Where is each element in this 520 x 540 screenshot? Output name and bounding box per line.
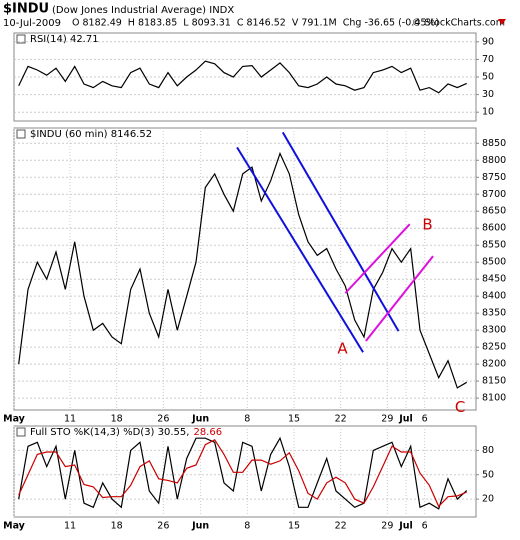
y-tick-label: 8650 xyxy=(482,206,506,217)
panel-label: $INDU (60 min) 8146.52 xyxy=(30,129,152,140)
panel-icon xyxy=(16,129,26,139)
x-tick-label: 8 xyxy=(244,414,250,425)
symbol-name: (Dow Jones Industrial Average) INDX xyxy=(52,5,234,16)
y-tick-label: 8550 xyxy=(482,240,506,251)
panel-label-extra: 28.66 xyxy=(193,427,222,438)
trendline xyxy=(236,146,364,353)
series-line xyxy=(18,151,468,389)
y-tick-label: 8600 xyxy=(482,223,506,234)
panel-label: RSI(14) 42.71 xyxy=(30,34,99,45)
trendline xyxy=(365,255,434,342)
y-tick-label: 8350 xyxy=(482,308,506,319)
y-tick-label: 8450 xyxy=(482,274,506,285)
quote-field: C 8146.52 xyxy=(237,18,286,29)
x-tick-label: Jul xyxy=(398,521,413,532)
panel-label: Full STO %K(14,3) %D(3) 30.55, xyxy=(30,427,189,438)
x-tick-label: 18 xyxy=(111,521,123,532)
x-tick-label: 29 xyxy=(381,521,393,532)
x-tick-label: 26 xyxy=(157,414,169,425)
quote-field: H 8183.85 xyxy=(128,18,177,29)
credit: © StockCharts.com xyxy=(412,18,505,29)
series-line xyxy=(18,60,467,94)
date: 10-Jul-2009 xyxy=(3,18,61,29)
trendline xyxy=(281,131,400,332)
quote-field: L 8093.31 xyxy=(183,18,231,29)
trendline xyxy=(344,223,411,294)
annotation: B xyxy=(422,216,432,234)
x-tick-label: Jun xyxy=(191,521,209,532)
x-tick-label: 18 xyxy=(111,414,123,425)
y-tick-label: 50 xyxy=(482,469,494,480)
x-tick-label: May xyxy=(3,521,26,532)
panel-icon xyxy=(16,427,26,437)
y-tick-label: 20 xyxy=(482,494,494,505)
y-tick-label: 8500 xyxy=(482,257,506,268)
y-tick-label: 30 xyxy=(482,89,494,100)
x-tick-label: Jun xyxy=(191,414,209,425)
series-line xyxy=(18,439,467,508)
y-tick-label: 8850 xyxy=(482,138,506,149)
x-tick-label: 22 xyxy=(335,414,347,425)
x-tick-label: 26 xyxy=(157,521,169,532)
panel-frame xyxy=(13,425,477,518)
y-tick-label: 70 xyxy=(482,54,494,65)
annotation: A xyxy=(337,340,348,358)
x-tick-label: Jul xyxy=(398,414,413,425)
quote-field: V 791.1M xyxy=(292,18,337,29)
x-tick-label: May xyxy=(3,414,26,425)
series-line xyxy=(18,436,468,510)
x-tick-label: 8 xyxy=(244,521,250,532)
annotation: C xyxy=(455,398,465,416)
y-tick-label: 8400 xyxy=(482,291,506,302)
y-tick-label: 10 xyxy=(482,107,494,118)
x-tick-label: 15 xyxy=(288,521,300,532)
panel-frame xyxy=(13,127,477,411)
y-tick-label: 8100 xyxy=(482,393,506,404)
y-tick-label: 8700 xyxy=(482,189,506,200)
quote-field: O 8182.49 xyxy=(72,18,122,29)
y-tick-label: 8800 xyxy=(482,155,506,166)
y-tick-label: 8200 xyxy=(482,359,506,370)
y-tick-label: 90 xyxy=(482,36,494,47)
symbol: $INDU xyxy=(3,2,49,17)
x-tick-label: 6 xyxy=(422,521,428,532)
y-tick-label: 80 xyxy=(482,445,494,456)
panel-icon xyxy=(16,34,26,44)
y-tick-label: 8750 xyxy=(482,172,506,183)
y-tick-label: 50 xyxy=(482,72,494,83)
y-tick-label: 8150 xyxy=(482,376,506,387)
x-tick-label: 22 xyxy=(335,521,347,532)
x-tick-label: 15 xyxy=(288,414,300,425)
x-tick-label: 29 xyxy=(381,414,393,425)
x-tick-label: 6 xyxy=(422,414,428,425)
y-tick-label: 8250 xyxy=(482,342,506,353)
quote-field: Chg -36.65 (-0.45%) xyxy=(343,18,439,29)
down-arrow xyxy=(498,19,506,25)
x-tick-label: 11 xyxy=(64,521,76,532)
x-tick-label: 11 xyxy=(64,414,76,425)
y-tick-label: 8300 xyxy=(482,325,506,336)
